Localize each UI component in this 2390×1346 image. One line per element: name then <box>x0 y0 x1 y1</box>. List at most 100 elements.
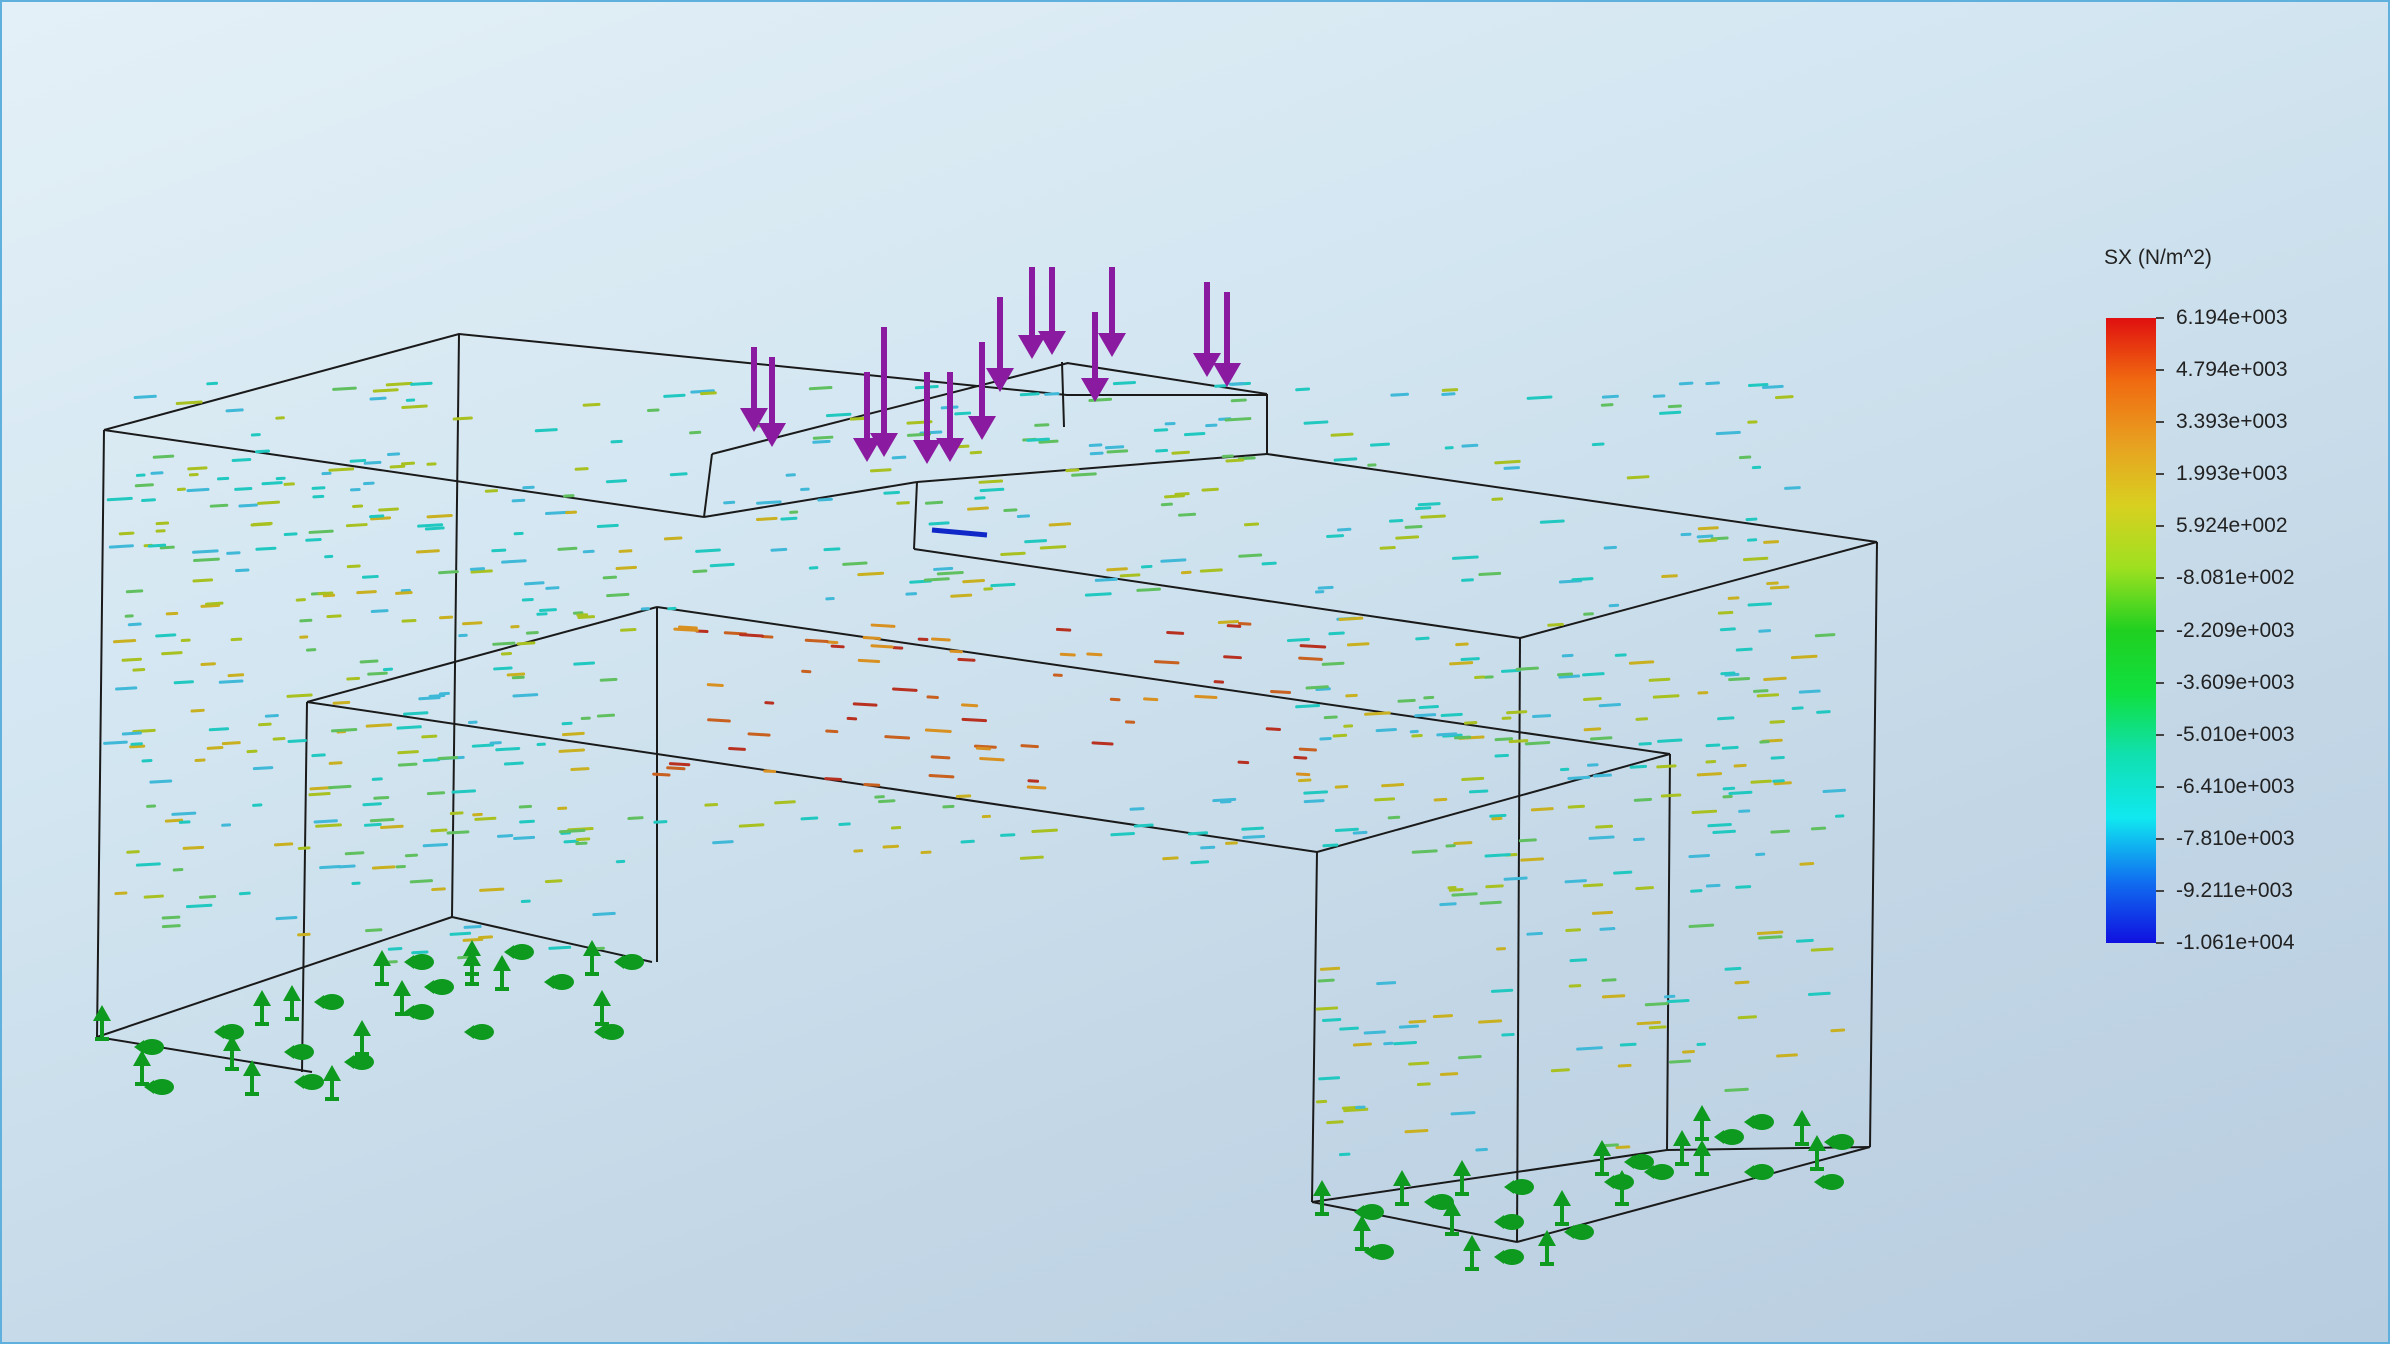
stress-vector <box>655 822 666 823</box>
stress-vector <box>481 889 503 890</box>
stress-vector <box>1615 872 1631 873</box>
stress-vector <box>1325 717 1336 718</box>
stress-vector <box>137 864 159 865</box>
stress-vector <box>420 698 439 699</box>
legend-title: SX (N/m^2) <box>2104 246 2212 270</box>
stress-vector <box>1510 741 1527 742</box>
stress-vector <box>518 643 534 644</box>
fixture-arrow <box>323 1065 341 1081</box>
stress-vector <box>1354 832 1366 833</box>
stress-vector <box>1493 499 1502 500</box>
stress-vector <box>440 572 458 573</box>
stress-vector <box>373 867 394 868</box>
stress-vector <box>572 769 588 770</box>
stress-vector <box>1541 521 1563 522</box>
stress-vector <box>1771 587 1787 588</box>
stress-vector <box>254 768 271 769</box>
fixture-arrow <box>253 990 271 1006</box>
stress-vector <box>1492 990 1511 991</box>
stress-vector <box>1026 541 1046 542</box>
legend-tick-label: 6.194e+003 <box>2176 306 2288 330</box>
stress-vector <box>671 474 686 475</box>
stress-vector <box>1566 881 1585 882</box>
stress-vector <box>546 881 561 882</box>
stress-vector <box>1168 632 1183 633</box>
stress-vector <box>1021 394 1038 395</box>
stress-vector <box>257 451 269 452</box>
stress-vector <box>1185 434 1203 435</box>
stress-vector <box>1698 774 1720 775</box>
stress-vector <box>844 563 866 564</box>
stress-vector <box>969 508 988 509</box>
stress-vector <box>1724 788 1734 789</box>
stress-vector <box>1752 781 1770 782</box>
stress-vector <box>1659 740 1681 741</box>
stress-vector <box>1765 678 1786 679</box>
stress-vector <box>832 646 843 647</box>
stress-vector <box>1162 560 1185 561</box>
stress-vector <box>1041 547 1065 548</box>
stress-vector <box>1776 397 1792 398</box>
stress-vector <box>1717 432 1739 433</box>
stress-vector <box>166 820 181 821</box>
stress-vector <box>498 836 511 837</box>
legend-tick-mark <box>2156 525 2164 527</box>
stress-vector <box>1400 1026 1417 1027</box>
stress-vector <box>1395 1042 1416 1043</box>
stress-vector <box>665 395 684 396</box>
stress-vector <box>1307 687 1327 688</box>
load-arrow-head <box>936 438 964 462</box>
fixture-cone-tip <box>1624 1155 1634 1169</box>
stress-vector <box>503 561 526 562</box>
stress-vector <box>958 446 968 447</box>
fixture-cone-tip <box>404 955 414 969</box>
stress-vector <box>380 509 398 510</box>
stress-vector <box>1216 386 1225 387</box>
stress-vector <box>1267 729 1279 730</box>
stress-vector <box>1630 662 1652 663</box>
stress-vector <box>951 651 961 652</box>
legend-tick-label: -3.609e+003 <box>2176 671 2295 695</box>
stress-vector <box>885 492 899 493</box>
stress-vector <box>1443 390 1456 391</box>
load-arrow-head <box>1098 333 1126 357</box>
stress-vector <box>1637 888 1653 889</box>
stress-vector <box>314 496 323 497</box>
legend-color-bar <box>2106 318 2156 943</box>
stress-vector <box>187 905 210 906</box>
fixture-arrow <box>593 990 611 1006</box>
stress-vector <box>1744 558 1766 559</box>
stress-vector <box>364 804 381 805</box>
stress-vector <box>520 806 530 807</box>
stress-vector <box>806 640 827 641</box>
legend-tick-label: 3.393e+003 <box>2176 410 2288 434</box>
stress-vector <box>1590 837 1613 838</box>
stress-vector <box>346 853 363 854</box>
stress-vector <box>266 716 277 717</box>
stress-vector <box>189 468 206 469</box>
stress-vector <box>505 763 522 764</box>
stress-vector <box>1406 527 1421 528</box>
stress-vector <box>403 620 415 621</box>
stress-vector <box>1365 1032 1384 1033</box>
stress-vector <box>1320 1078 1339 1079</box>
fixture-arrow <box>1553 1190 1571 1206</box>
stress-vector <box>1389 817 1399 818</box>
stress-vector <box>1699 528 1717 529</box>
stress-vector <box>541 610 556 611</box>
stress-vector <box>1480 1021 1501 1022</box>
stress-vector <box>1463 445 1477 446</box>
stress-vector <box>1722 673 1734 674</box>
stress-vector <box>497 748 519 749</box>
stress-vector <box>1450 890 1462 891</box>
stress-vector <box>192 710 203 711</box>
stress-vector <box>1578 1048 1602 1049</box>
stress-vector <box>1192 862 1208 863</box>
stress-vector <box>513 500 524 501</box>
stress-vector <box>1646 1004 1667 1005</box>
stress-vector <box>464 623 481 624</box>
stress-vector <box>1272 691 1290 692</box>
stress-vector <box>123 659 140 660</box>
